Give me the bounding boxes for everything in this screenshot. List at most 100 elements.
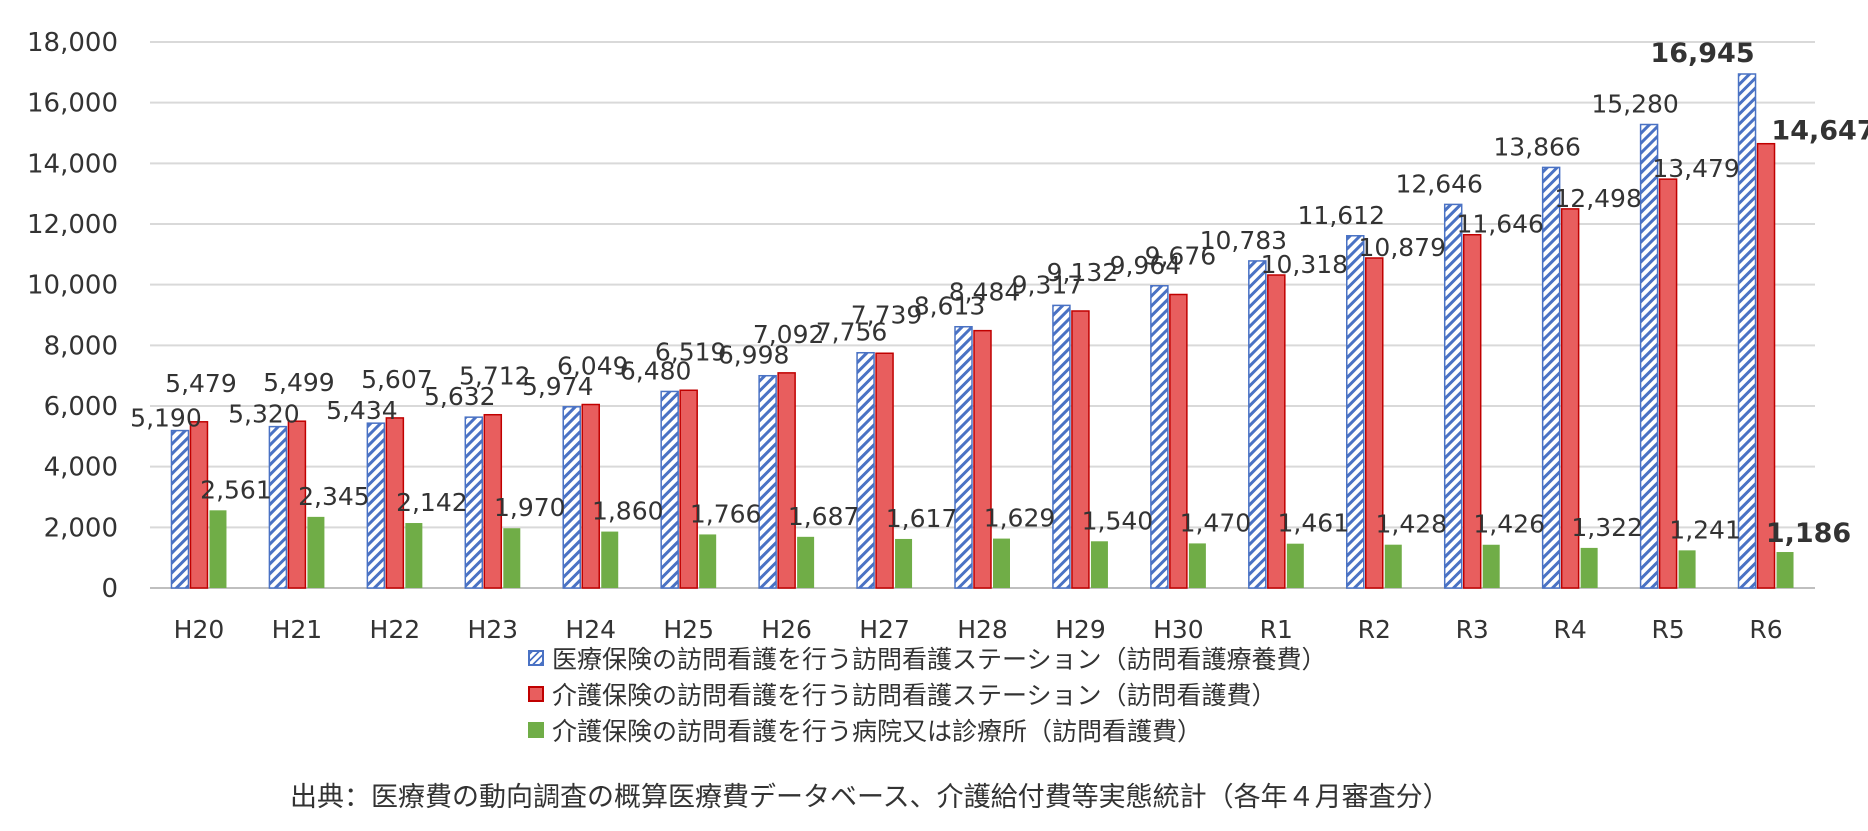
x-tick-label: R3: [1456, 615, 1489, 640]
bar-series-1: [1346, 235, 1365, 589]
x-tick-label: R2: [1358, 615, 1391, 640]
legend-label: 介護保険の訪問看護を行う病院又は診療所（訪問看護費）: [552, 717, 1203, 746]
bar-chart: 0 2,000 4,000 6,000 8,000 10,000 12,000 14,000 1…: [27, 28, 1868, 640]
y-tick-label: 0: [101, 574, 118, 604]
x-tick-label: H27: [859, 615, 910, 640]
bar-series-2: [385, 417, 405, 589]
bar-series-3: [1286, 543, 1304, 588]
data-label-series-3: 1,687: [788, 502, 860, 531]
data-label-series-2: 7,092: [753, 320, 825, 349]
data-label-series-1: 5,974: [522, 372, 594, 401]
bar-series-3: [1188, 543, 1206, 588]
data-label-series-2: 7,739: [851, 300, 923, 329]
bar-series-2: [1267, 274, 1286, 589]
bar-series-1: [856, 351, 875, 589]
bar-series-3: [601, 531, 619, 588]
bar-series-1: [464, 416, 484, 589]
bar-series-1: [170, 429, 190, 589]
bar-series-2: [1756, 142, 1776, 589]
data-label-series-2: 6,519: [655, 337, 727, 366]
data-label-series-1: 7,756: [816, 318, 888, 347]
data-label-series-2: 5,712: [459, 362, 531, 391]
bar-series-1: [1150, 285, 1169, 589]
bar-series-1: [1443, 203, 1463, 589]
x-tick-label: H25: [663, 615, 714, 640]
data-label-series-2: 12,498: [1554, 184, 1641, 213]
bar-series-1: [660, 390, 679, 589]
bar-series-2: [287, 420, 307, 589]
y-tick-label: 6,000: [44, 392, 118, 422]
x-tick-label: R5: [1651, 615, 1684, 640]
y-tick-label: 12,000: [27, 210, 118, 240]
data-label-series-1: 12,646: [1395, 169, 1482, 198]
data-label-series-1: 5,320: [228, 400, 300, 429]
data-label-series-1: 5,190: [130, 404, 202, 433]
data-label-series-1: 10,783: [1200, 226, 1287, 255]
legend-swatch-red: [528, 686, 544, 702]
bar-series-3: [405, 523, 423, 588]
legend-swatch-hatched: [528, 650, 544, 666]
bar-series-2: [1560, 208, 1580, 589]
data-label-series-3: 1,860: [592, 497, 664, 526]
x-tick-label: H26: [761, 615, 812, 640]
x-tick-label: H21: [272, 615, 323, 640]
data-label-series-1: 15,280: [1591, 90, 1678, 119]
bar-series-3: [1776, 552, 1794, 588]
legend-label: 医療保険の訪問看護を行う訪問看護ステーション（訪問看護療養費）: [552, 645, 1327, 674]
data-label-series-3: 1,428: [1375, 510, 1447, 539]
data-label-series-2: 5,607: [361, 365, 433, 394]
bar-series-1: [1737, 73, 1757, 589]
bar-series-2: [1071, 310, 1090, 589]
x-tick-label: R1: [1260, 615, 1293, 640]
data-label-series-1: 9,317: [1012, 270, 1084, 299]
y-tick-label: 14,000: [27, 149, 118, 179]
data-label-series-2: 10,879: [1359, 233, 1446, 262]
bar-series-1: [1052, 304, 1071, 589]
data-label-series-2: 6,049: [557, 352, 629, 381]
data-label-series-1: 5,632: [424, 382, 496, 411]
data-label-series-3: 1,186: [1766, 518, 1851, 549]
bar-series-1: [1248, 260, 1267, 589]
x-tick-label: H30: [1153, 615, 1204, 640]
bar-series-3: [209, 510, 227, 588]
data-label-series-2: 11,646: [1456, 210, 1543, 239]
data-label-series-1: 13,866: [1493, 132, 1580, 161]
bar-series-3: [307, 516, 325, 588]
bar-series-3: [993, 538, 1010, 588]
data-label-series-1: 16,945: [1650, 38, 1754, 69]
x-axis-ticks: H20 H21 H22 H23 H24 H25 H26 H27 H28 H29 H30 R1 R2 R3 R…: [174, 615, 1783, 640]
bar-series-3: [1090, 541, 1108, 588]
bar-series-2: [1462, 233, 1482, 589]
bar-series-3: [1580, 547, 1598, 588]
bar-series-2: [1169, 293, 1188, 589]
bar-series-3: [1384, 544, 1402, 588]
data-label-series-2: 13,479: [1652, 154, 1739, 183]
x-tick-label: H20: [174, 615, 225, 640]
bar-series-2: [189, 421, 209, 589]
bar-series-2: [973, 329, 992, 589]
bar-series-3: [797, 536, 815, 588]
y-tick-label: 18,000: [27, 28, 118, 58]
data-label-series-1: 11,612: [1298, 201, 1385, 230]
source-note: 出典：医療費の動向調査の概算医療費データベース、介護給付費等実態統計（各年４月審…: [290, 782, 1450, 813]
bar-series-1: [562, 406, 581, 589]
data-label-series-3: 1,617: [886, 504, 958, 533]
data-label-series-3: 1,426: [1473, 510, 1545, 539]
data-label-series-3: 1,766: [690, 499, 762, 528]
bar-series-2: [483, 413, 503, 589]
legend-item-medical-station: 医療保険の訪問看護を行う訪問看護ステーション（訪問看護療養費）: [528, 640, 1327, 676]
data-label-series-2: 5,479: [165, 369, 237, 398]
data-label-series-2: 9,676: [1145, 241, 1217, 270]
bar-series-1: [366, 422, 386, 589]
legend-item-care-station: 介護保険の訪問看護を行う訪問看護ステーション（訪問看護費）: [528, 676, 1327, 712]
data-label-series-3: 1,629: [984, 504, 1056, 533]
data-label-series-2: 5,499: [263, 368, 335, 397]
bar-series-1: [758, 374, 777, 589]
bar-series-1: [1639, 123, 1659, 589]
y-tick-label: 16,000: [27, 89, 118, 119]
data-label-series-1: 8,613: [914, 292, 986, 321]
data-label-series-3: 1,461: [1278, 509, 1350, 538]
bar-series-2: [777, 372, 796, 589]
data-label-series-3: 1,322: [1571, 513, 1643, 542]
x-tick-label: H24: [565, 615, 616, 640]
